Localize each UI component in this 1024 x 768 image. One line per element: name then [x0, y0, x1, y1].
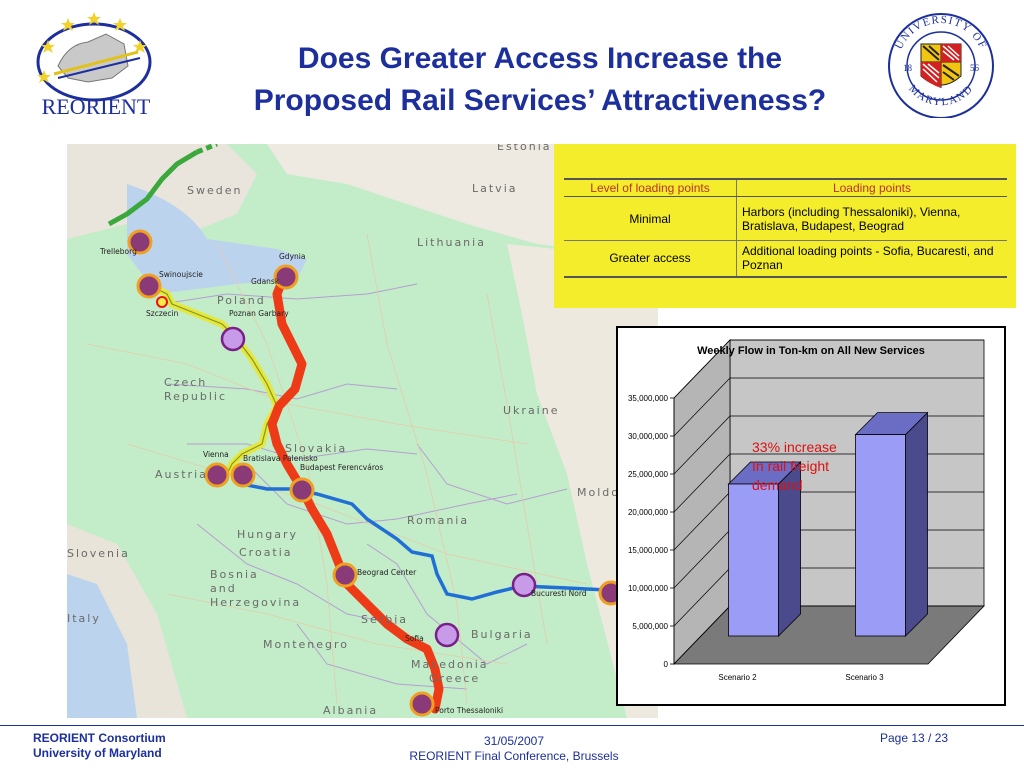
title-line-1: Does Greater Access Increase the [297, 42, 783, 75]
city-labels: Trelleborg Gdynia Gdansk Swinoujscie Szc… [99, 247, 587, 715]
chart-bar [855, 434, 906, 637]
chart-y-tick-label: 35,000,000 [628, 394, 669, 403]
svg-text:Albania: Albania [323, 704, 378, 717]
chart-x-tick-label: Scenario 3 [845, 673, 884, 682]
table-row: Minimal Harbors (including Thessaloniki)… [564, 196, 1007, 241]
svg-text:Sofia: Sofia [405, 634, 424, 643]
svg-text:Croatia: Croatia [239, 546, 293, 559]
chart-bar-side [905, 411, 928, 637]
svg-text:Herzegovina: Herzegovina [210, 596, 301, 609]
svg-text:Vienna: Vienna [203, 450, 229, 459]
chart-gridline [673, 339, 984, 399]
chart-gridline [673, 377, 984, 437]
chart-annotation: In rail freight [752, 458, 829, 474]
route-green [107, 149, 199, 227]
svg-text:Beograd Center: Beograd Center [357, 568, 417, 577]
chart-y-tick-label: 15,000,000 [628, 546, 669, 555]
svg-text:Budapest Ferencváros: Budapest Ferencváros [300, 463, 383, 472]
table-header-row: Level of loading points Loading points [564, 178, 1007, 197]
reorient-logo-text: REORIENT [42, 94, 151, 119]
svg-text:Serbia: Serbia [361, 613, 408, 626]
svg-text:Bratislava Palenisko: Bratislava Palenisko [243, 454, 318, 463]
svg-text:Austria: Austria [155, 468, 208, 481]
node-gdynia [273, 264, 299, 290]
svg-text:Swinoujscie: Swinoujscie [159, 270, 203, 279]
chart-y-tick-label: 10,000,000 [628, 584, 669, 593]
svg-text:Trelleborg: Trelleborg [99, 247, 137, 256]
svg-text:Szczecin: Szczecin [146, 309, 179, 318]
svg-text:Macedonia: Macedonia [411, 658, 489, 671]
svg-text:Italy: Italy [67, 612, 101, 625]
chart-svg: 0 5,000,000 10,000,000 15,000,000 20,000,000… [628, 339, 985, 682]
svg-text:Latvia: Latvia [472, 182, 518, 195]
node-thessaloniki [409, 691, 435, 717]
loading-points-table: Level of loading points Loading points M… [564, 178, 1007, 278]
svg-text:and: and [210, 582, 237, 595]
svg-text:Montenegro: Montenegro [263, 638, 349, 651]
svg-text:Bucuresti Nord: Bucuresti Nord [531, 589, 587, 598]
node-budapest [289, 477, 315, 503]
chart-y-tick-label: 25,000,000 [628, 470, 669, 479]
umd-seal-logo: UNIVERSITY OF MARYLAND 18 56 [884, 10, 998, 119]
footer-consortium: REORIENT Consortium [33, 731, 166, 745]
node-sofia [434, 622, 460, 648]
svg-text:Republic: Republic [164, 390, 227, 403]
node-bratislava [230, 462, 256, 488]
umd-year-left: 18 [903, 63, 913, 73]
header-points: Loading points [736, 178, 1007, 197]
footer-date: 31/05/2007 [483, 734, 545, 748]
node-poznan [220, 326, 246, 352]
node-bucuresti [511, 572, 537, 598]
table-row: Greater access Additional loading points… [564, 240, 1007, 278]
node-vienna [204, 462, 230, 488]
row-points: Additional loading points - Sofia, Bucar… [736, 240, 1007, 278]
title-line-2: Proposed Rail Services’ Attractiveness? [253, 84, 827, 117]
chart-y-tick-label: 30,000,000 [628, 432, 669, 441]
node-szczecin [156, 296, 168, 308]
header-level: Level of loading points [564, 178, 737, 197]
svg-text:Greece: Greece [429, 672, 480, 685]
weekly-flow-chart: 0 5,000,000 10,000,000 15,000,000 20,000,000… [616, 326, 1006, 706]
page-number: Page 13 / 23 [880, 731, 949, 745]
chart-y-tick-label: 0 [664, 660, 669, 669]
svg-text:Hungary: Hungary [237, 528, 298, 541]
svg-text:Slovakia: Slovakia [285, 442, 347, 455]
svg-text:Lithuania: Lithuania [417, 236, 486, 249]
row-points: Harbors (including Thessaloniki), Vienna… [736, 196, 1007, 241]
row-level: Minimal [564, 196, 737, 241]
footer-event: REORIENT Final Conference, Brussels [409, 749, 619, 763]
svg-text:Estonia: Estonia [497, 144, 552, 153]
svg-text:Sweden: Sweden [187, 184, 242, 197]
svg-text:Bosnia: Bosnia [210, 568, 259, 581]
chart-annotation: 33% increase [752, 439, 837, 455]
chart-title: Weekly Flow in Ton-km on All New Service… [697, 345, 925, 357]
chart-annotation: demand [752, 477, 803, 493]
country-labels: Estonia Sweden Latvia Lithuania Poland C… [67, 140, 635, 717]
svg-text:Porto Thessaloniki: Porto Thessaloniki [435, 706, 503, 715]
footer-organization: REORIENT Consortium University of Maryla… [33, 731, 166, 761]
umd-year-right: 56 [970, 63, 980, 73]
svg-text:Czech: Czech [164, 376, 207, 389]
page-title: Does Greater Access Increase the Propose… [160, 38, 920, 122]
node-swinoujscie [136, 273, 162, 299]
node-beograd [332, 562, 358, 588]
row-level: Greater access [564, 240, 737, 278]
chart-y-tick-label: 20,000,000 [628, 508, 669, 517]
svg-text:Poland: Poland [217, 294, 266, 307]
svg-text:Poznan Garbary: Poznan Garbary [229, 309, 289, 318]
chart-x-tick-label: Scenario 2 [718, 673, 757, 682]
svg-text:Gdynia: Gdynia [279, 252, 305, 261]
footer-event-info: 31/05/2007 REORIENT Final Conference, Br… [380, 734, 648, 764]
footer-divider [0, 725, 1024, 726]
node-trelleborg [127, 229, 153, 255]
footer-university: University of Maryland [33, 746, 162, 760]
chart-y-tick-label: 5,000,000 [632, 622, 668, 631]
svg-text:Romania: Romania [407, 514, 469, 527]
svg-text:Ukraine: Ukraine [503, 404, 559, 417]
svg-text:Gdansk: Gdansk [251, 277, 280, 286]
svg-text:Slovenia: Slovenia [67, 547, 130, 560]
reorient-logo: REORIENT [28, 4, 164, 122]
svg-text:Bulgaria: Bulgaria [471, 628, 533, 641]
chart-bar [728, 483, 779, 637]
